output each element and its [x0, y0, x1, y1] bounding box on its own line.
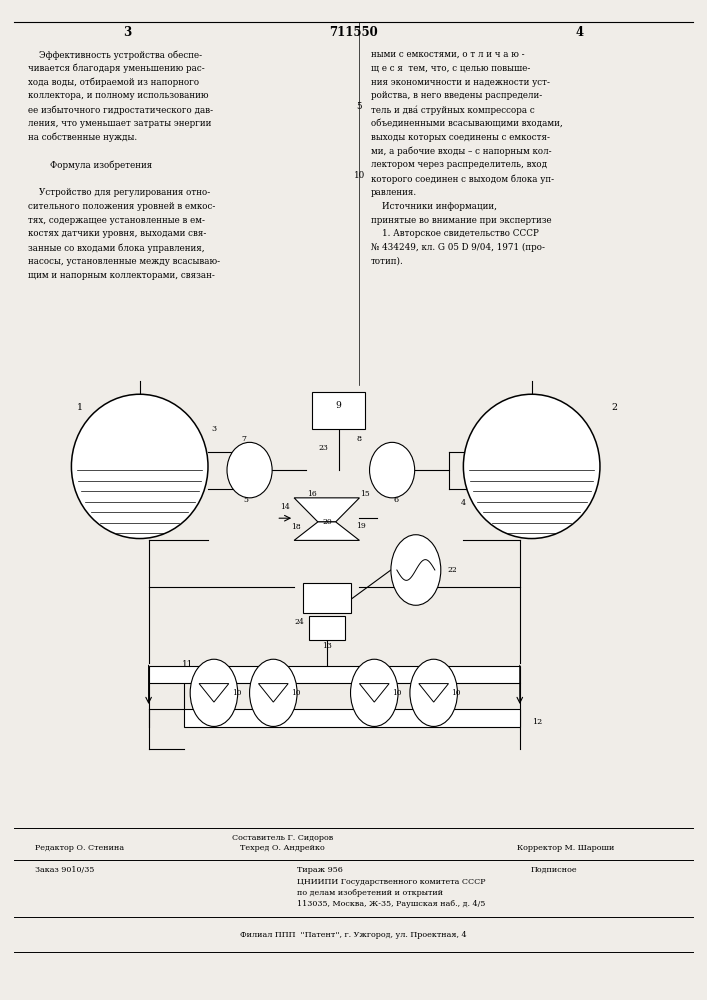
Bar: [312, 392, 366, 429]
Text: 5: 5: [243, 496, 248, 504]
Text: Эффективность устройства обеспе-: Эффективность устройства обеспе-: [28, 50, 202, 60]
Circle shape: [410, 659, 457, 726]
Text: тель и два́ струйных компрессора с: тель и два́ струйных компрессора с: [371, 105, 535, 115]
Text: Тираж 956: Тираж 956: [297, 866, 343, 874]
Bar: [309, 616, 344, 640]
Text: Заказ 9010/35: Заказ 9010/35: [35, 866, 95, 874]
Text: 10: 10: [291, 689, 300, 697]
Text: 8: 8: [357, 435, 362, 443]
Text: 10: 10: [452, 689, 461, 697]
Text: 2: 2: [612, 403, 618, 412]
Polygon shape: [419, 684, 448, 702]
Text: тях, содержащее установленные в ем-: тях, содержащее установленные в ем-: [28, 216, 205, 225]
Text: № 434249, кл. G 05 D 9/04, 1971 (про-: № 434249, кл. G 05 D 9/04, 1971 (про-: [371, 243, 545, 252]
Text: 20: 20: [322, 518, 332, 526]
Polygon shape: [294, 522, 359, 540]
Text: принятые во внимание при экспертизе: принятые во внимание при экспертизе: [371, 216, 551, 225]
Text: коллектора, и полному использованию: коллектора, и полному использованию: [28, 91, 209, 100]
Text: 4: 4: [575, 25, 584, 38]
Text: объединенными всасывающими входами,: объединенными всасывающими входами,: [371, 119, 563, 128]
Text: щ е с я  тем, что, с целью повыше-: щ е с я тем, что, с целью повыше-: [371, 64, 530, 73]
Text: 22: 22: [448, 566, 457, 574]
Text: 3: 3: [123, 25, 132, 38]
Text: 16: 16: [307, 490, 317, 498]
Text: 12: 12: [532, 718, 542, 726]
Text: Редактор О. Стенина: Редактор О. Стенина: [35, 844, 124, 852]
Text: Формула изобретения: Формула изобретения: [28, 160, 153, 170]
Text: Корректор М. Шароши: Корректор М. Шароши: [517, 844, 614, 852]
Text: 19: 19: [356, 522, 366, 530]
Text: ния экономичности и надежности уст-: ния экономичности и надежности уст-: [371, 78, 550, 87]
Text: 15: 15: [361, 490, 370, 498]
Text: 10: 10: [354, 171, 365, 180]
Text: ее избыточного гидростатического дав-: ее избыточного гидростатического дав-: [28, 105, 214, 115]
Circle shape: [250, 659, 297, 726]
Text: насосы, установленные между всасываю-: насосы, установленные между всасываю-: [28, 257, 221, 266]
Text: Филиал ППП  ''Патент'', г. Ужгород, ул. Проектная, 4: Филиал ППП ''Патент'', г. Ужгород, ул. П…: [240, 931, 467, 939]
Text: 13: 13: [322, 642, 332, 650]
Text: щим и напорным коллекторами, связан-: щим и напорным коллекторами, связан-: [28, 271, 215, 280]
Text: на собственные нужды.: на собственные нужды.: [28, 133, 137, 142]
Polygon shape: [259, 684, 288, 702]
Bar: [148, 666, 520, 683]
Text: которого соединен с выходом блока уп-: которого соединен с выходом блока уп-: [371, 174, 554, 184]
Text: 23: 23: [319, 444, 329, 452]
Bar: [185, 709, 520, 727]
Text: 113035, Москва, Ж-35, Раушская наб., д. 4/5: 113035, Москва, Ж-35, Раушская наб., д. …: [297, 900, 485, 908]
Text: 10: 10: [232, 689, 241, 697]
Text: выходы которых соединены с емкостя-: выходы которых соединены с емкостя-: [371, 133, 550, 142]
Text: костях датчики уровня, выходами свя-: костях датчики уровня, выходами свя-: [28, 229, 206, 238]
Text: Источники информации,: Источники информации,: [371, 202, 497, 211]
Ellipse shape: [370, 442, 415, 498]
Text: 4: 4: [461, 499, 466, 507]
Circle shape: [351, 659, 398, 726]
Ellipse shape: [463, 394, 600, 539]
Text: 711550: 711550: [329, 25, 378, 38]
Circle shape: [190, 659, 238, 726]
Ellipse shape: [71, 394, 208, 539]
Text: Техред О. Андрейко: Техред О. Андрейко: [240, 844, 325, 852]
Text: ми, а рабочие входы – с напорным кол-: ми, а рабочие входы – с напорным кол-: [371, 147, 551, 156]
Text: ными с емкостями, о т л и ч а ю -: ными с емкостями, о т л и ч а ю -: [371, 50, 525, 59]
Text: 5: 5: [356, 102, 362, 111]
Bar: [303, 583, 351, 613]
Text: 18: 18: [291, 523, 300, 531]
Text: 24: 24: [294, 618, 304, 626]
Text: ЦНИИПИ Государственного комитета СССР: ЦНИИПИ Государственного комитета СССР: [297, 878, 486, 886]
Text: 7: 7: [241, 435, 246, 443]
Text: 10: 10: [392, 689, 402, 697]
Circle shape: [391, 535, 440, 605]
Text: Подписное: Подписное: [530, 866, 577, 874]
Text: 14: 14: [281, 503, 290, 511]
Text: ления, что уменьшает затраты энергии: ления, что уменьшает затраты энергии: [28, 119, 211, 128]
Text: сительного положения уровней в емкос-: сительного положения уровней в емкос-: [28, 202, 216, 211]
Text: 1: 1: [77, 403, 83, 412]
Text: 11: 11: [182, 660, 193, 669]
Text: 6: 6: [394, 496, 399, 504]
Polygon shape: [359, 684, 389, 702]
Text: 3: 3: [211, 425, 216, 433]
Text: по делам изобретений и открытий: по делам изобретений и открытий: [297, 889, 443, 897]
Text: тотип).: тотип).: [371, 257, 404, 266]
Polygon shape: [294, 498, 359, 522]
Text: 9: 9: [336, 401, 341, 410]
Text: чивается благодаря уменьшению рас-: чивается благодаря уменьшению рас-: [28, 64, 205, 73]
Text: занные со входами блока управления,: занные со входами блока управления,: [28, 243, 205, 253]
Ellipse shape: [227, 442, 272, 498]
Text: Устройство для регулирования отно-: Устройство для регулирования отно-: [28, 188, 211, 197]
Text: лектором через распределитель, вход: лектором через распределитель, вход: [371, 160, 547, 169]
Text: хода воды, отбираемой из напорного: хода воды, отбираемой из напорного: [28, 78, 199, 87]
Text: 1. Авторское свидетельство СССР: 1. Авторское свидетельство СССР: [371, 229, 539, 238]
Polygon shape: [199, 684, 229, 702]
Text: равления.: равления.: [371, 188, 417, 197]
Text: Составитель Г. Сидоров: Составитель Г. Сидоров: [232, 834, 334, 842]
Text: ройства, в него введены распредели-: ройства, в него введены распредели-: [371, 91, 542, 100]
